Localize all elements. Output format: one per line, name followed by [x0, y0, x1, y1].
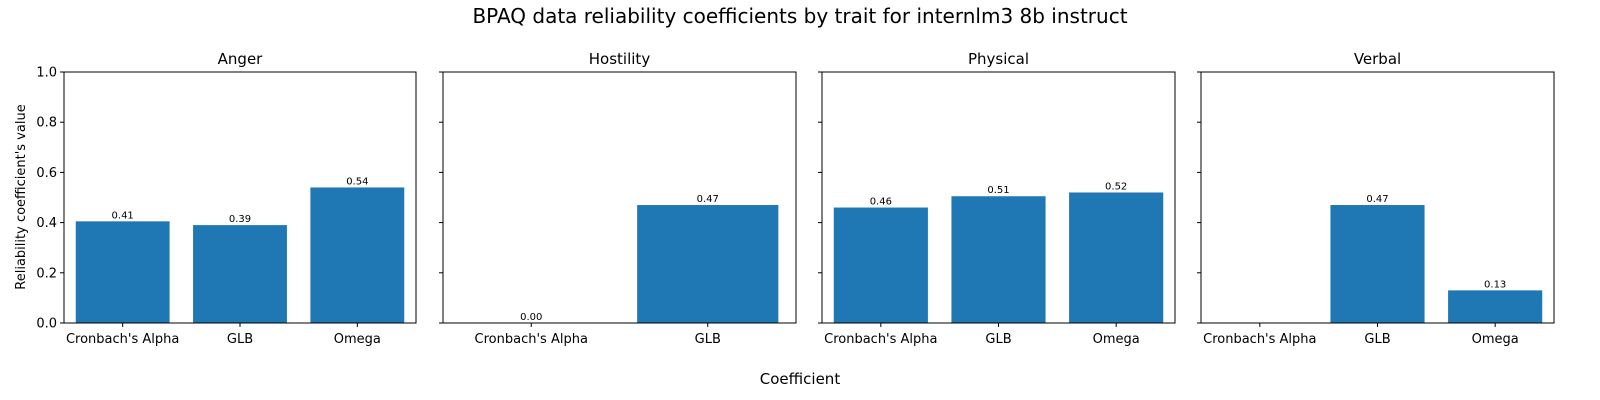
bar-value-label: 0.47	[697, 194, 719, 205]
bar-value-label: 0.13	[1484, 279, 1506, 290]
y-tick-label: 0.0	[36, 317, 57, 332]
bar-value-label: 0.41	[112, 210, 134, 221]
x-tick-label: Omega	[334, 332, 381, 347]
bar	[951, 196, 1046, 323]
bar	[833, 207, 928, 323]
figure-title: BPAQ data reliability coefficients by tr…	[472, 4, 1128, 28]
bar-value-label: 0.46	[870, 197, 892, 208]
panel-title: Hostility	[589, 50, 651, 68]
bar	[193, 225, 287, 323]
x-tick-label: GLB	[1364, 332, 1390, 347]
panel-title: Verbal	[1354, 50, 1401, 68]
y-tick-label: 0.8	[36, 116, 57, 131]
x-tick-label: Omega	[1093, 332, 1140, 347]
bar	[1330, 205, 1425, 323]
bar	[1448, 290, 1543, 323]
x-tick-label: GLB	[695, 332, 721, 347]
panel-title: Physical	[968, 50, 1029, 68]
x-tick-label: GLB	[227, 332, 253, 347]
bar	[637, 205, 779, 323]
y-tick-label: 1.0	[36, 66, 57, 81]
x-tick-label: Cronbach's Alpha	[1203, 332, 1316, 347]
y-tick-label: 0.6	[36, 166, 57, 181]
x-tick-label: Omega	[1472, 332, 1519, 347]
bar	[1069, 192, 1164, 323]
bar	[75, 221, 170, 323]
x-tick-label: Cronbach's Alpha	[475, 332, 588, 347]
figure-x-axis-label: Coefficient	[759, 370, 841, 388]
bar-value-label: 0.51	[987, 185, 1009, 196]
panel-title: Anger	[218, 50, 264, 68]
x-tick-label: Cronbach's Alpha	[824, 332, 937, 347]
bar-value-label: 0.52	[1105, 181, 1127, 192]
axes-frame	[442, 71, 797, 324]
y-tick-label: 0.4	[36, 216, 57, 231]
bar-value-label: 0.54	[346, 176, 368, 187]
y-axis-label: Reliability coefficient's value	[14, 104, 29, 289]
y-tick-label: 0.2	[36, 266, 57, 281]
bar-value-label: 0.39	[229, 214, 251, 225]
x-tick-label: Cronbach's Alpha	[66, 332, 179, 347]
bar-value-label: 0.00	[520, 312, 542, 323]
bar-value-label: 0.47	[1366, 194, 1388, 205]
x-tick-label: GLB	[985, 332, 1011, 347]
bar	[310, 187, 405, 323]
